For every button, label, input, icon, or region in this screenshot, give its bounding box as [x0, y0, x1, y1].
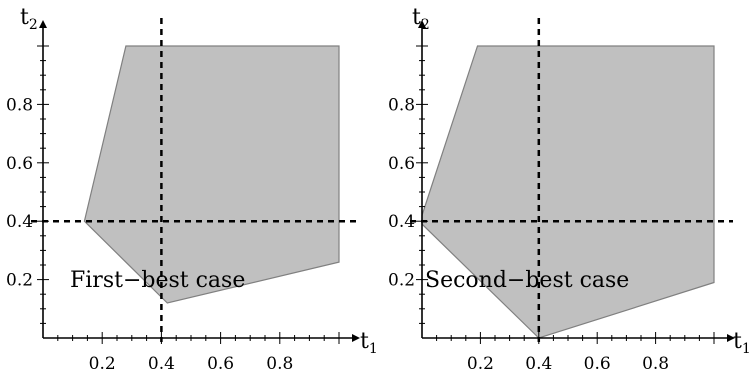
y-axis-label-subscript: 2: [421, 17, 430, 33]
shaded-region: [83, 45, 340, 304]
y-tick-label: 0.8: [388, 95, 415, 115]
case-annotation: First−best case: [70, 268, 245, 293]
x-axis-arrow: [727, 334, 735, 342]
x-axis-label: t1: [733, 329, 749, 357]
y-tick-label: 0.2: [6, 271, 33, 291]
x-tick-label: 0.4: [148, 354, 175, 371]
x-tick-label: 0.4: [525, 354, 552, 371]
y-axis-label: t2: [20, 5, 38, 33]
x-axis-label-subscript: 1: [369, 341, 378, 357]
y-tick-label: 0.6: [6, 154, 33, 174]
y-tick-label: 0.4: [388, 212, 415, 232]
y-axis-arrow: [39, 20, 47, 28]
x-tick-label: 0.2: [89, 354, 116, 371]
y-tick-label: 0.8: [6, 95, 33, 115]
y-axis-arrow: [418, 20, 426, 28]
x-axis-label-subscript: 1: [742, 341, 749, 357]
panel-1: 0.2 0.4 0.6 0.8 0.2 0.4 0.6 0.8 t1 t2 First−best c…: [6, 5, 378, 371]
x-tick-label: 0.6: [207, 354, 234, 371]
x-tick-label: 0.8: [266, 354, 293, 371]
shaded-region: [421, 45, 715, 339]
panel-2: 0.2 0.4 0.6 0.8 0.2 0.4 0.6 0.8 t1 t2 Second−best …: [388, 5, 749, 371]
y-tick-label: 0.2: [388, 271, 415, 291]
y-tick-label: 0.6: [388, 154, 415, 174]
x-axis-arrow: [352, 334, 360, 342]
x-tick-label: 0.2: [467, 354, 494, 371]
y-axis-label-subscript: 2: [29, 17, 38, 33]
x-axis-label: t1: [360, 329, 378, 357]
x-tick-label: 0.8: [642, 354, 669, 371]
y-tick-label: 0.4: [6, 212, 33, 232]
x-tick-label: 0.6: [584, 354, 611, 371]
case-annotation: Second−best case: [425, 268, 629, 293]
y-axis-label: t2: [412, 5, 430, 33]
